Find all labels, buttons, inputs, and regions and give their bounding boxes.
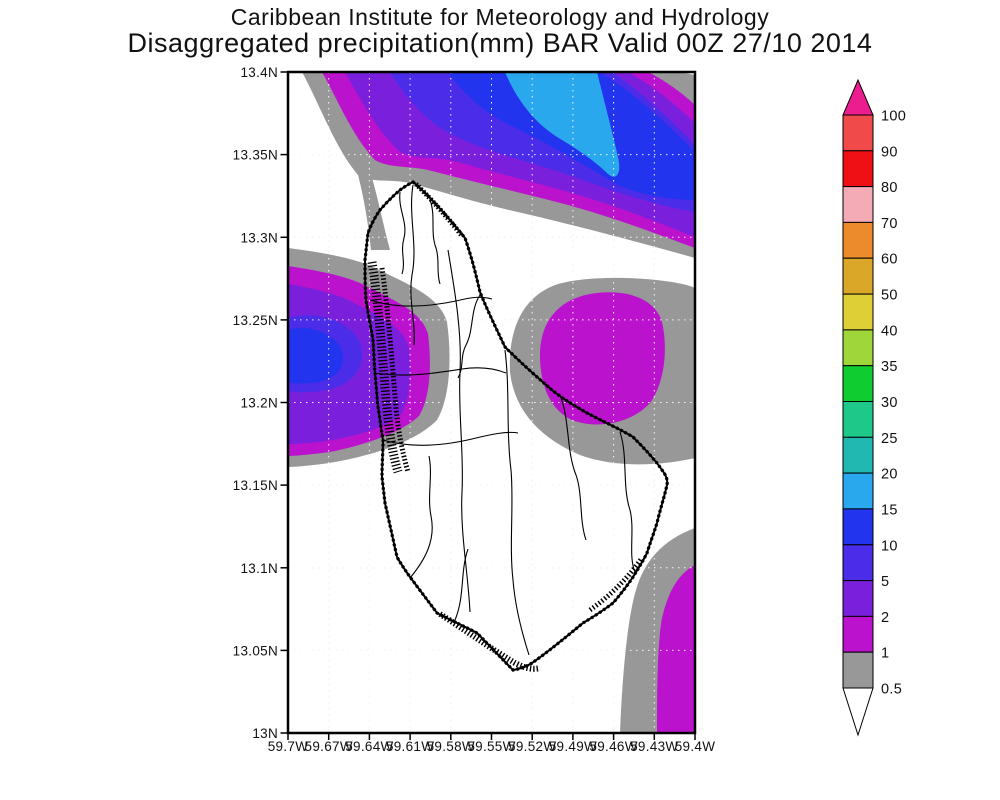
colorbar-tick-label: 15 xyxy=(881,502,898,518)
lat-tick-label: 13.1N xyxy=(240,561,278,576)
lon-tick-label: 59.49W xyxy=(549,739,597,754)
colorbar-arrow-top xyxy=(842,78,874,116)
colorbar-tick-label: 20 xyxy=(881,467,898,483)
grid-over xyxy=(288,72,695,733)
colorbar-segment xyxy=(842,615,874,653)
colorbar-segment xyxy=(842,257,874,295)
lon-tick-label: 59.46W xyxy=(589,739,637,754)
colorbar-tick-label: 100 xyxy=(881,109,906,125)
colorbar-tick-label: 90 xyxy=(881,144,898,160)
colorbar-segment xyxy=(842,580,874,617)
lon-tick-label: 59.52W xyxy=(508,739,556,754)
lon-tick-label: 59.43W xyxy=(630,739,678,754)
colorbar-tick-label: 2 xyxy=(881,610,889,626)
lon-tick-label: 59.64W xyxy=(345,739,393,754)
lat-tick-label: 13.15N xyxy=(233,478,278,493)
page-title: Caribbean Institute for Meteorology and … xyxy=(230,4,770,30)
colorbar-tick-label: 35 xyxy=(881,359,898,375)
colorbar-segment xyxy=(842,329,874,367)
west-blob-10 xyxy=(288,327,344,384)
colorbar-segment xyxy=(842,365,874,403)
colorbar-tick-label: 30 xyxy=(881,395,898,411)
colorbar: 100 90 80 70 60 50 40 35 30 25 20 15 10 … xyxy=(842,78,906,737)
corner-band-1 xyxy=(657,565,695,733)
colorbar-segment xyxy=(842,221,874,259)
northeast-coast-hatch xyxy=(414,182,464,238)
colorbar-tick-label: 25 xyxy=(881,431,898,447)
colorbar-segment xyxy=(842,401,874,438)
colorbar-tick-label: 80 xyxy=(881,180,898,196)
lon-tick-label: 59.4W xyxy=(675,739,716,754)
colorbar-segment xyxy=(842,544,874,582)
colorbar-tick-label: 40 xyxy=(881,323,898,339)
lon-tick-label: 59.7W xyxy=(268,739,309,754)
colorbar-segment xyxy=(842,114,874,152)
north-band-15 xyxy=(505,72,620,177)
lat-tick-label: 13.25N xyxy=(233,313,278,328)
lat-tick-label: 13.05N xyxy=(233,643,278,658)
colorbar-segment xyxy=(842,186,874,223)
lon-axis: 59.7W 59.67W 59.64W 59.61W 59.58W 59.55W… xyxy=(268,739,716,754)
lat-tick-label: 13N xyxy=(252,726,278,741)
colorbar-segment xyxy=(842,150,874,188)
colorbar-labels: 100 90 80 70 60 50 40 35 30 25 20 15 10 … xyxy=(881,109,906,698)
colorbar-segment xyxy=(842,508,874,546)
south-coast-hatch xyxy=(438,611,541,672)
lon-tick-label: 59.67W xyxy=(305,739,353,754)
colorbar-tick-label: 1 xyxy=(881,646,889,662)
colorbar-tick-label: 0.5 xyxy=(881,682,902,698)
southeast-coast-hatch xyxy=(588,556,645,613)
contour-fills xyxy=(288,72,695,733)
lon-tick-label: 59.61W xyxy=(386,739,434,754)
colorbar-tick-label: 10 xyxy=(881,538,898,554)
lat-tick-label: 13.2N xyxy=(240,396,278,411)
lat-tick-label: 13.3N xyxy=(240,230,278,245)
colorbar-segment xyxy=(842,651,874,689)
west-coast-hatch xyxy=(367,261,403,474)
west-coast-hatch-inner xyxy=(379,267,411,473)
lat-tick-label: 13.35N xyxy=(233,148,278,163)
colorbar-tick-label: 5 xyxy=(881,574,889,590)
island-barbados xyxy=(363,180,669,672)
page-subtitle: Disaggregated precipitation(mm) BAR Vali… xyxy=(127,28,873,58)
lon-tick-label: 59.55W xyxy=(467,739,515,754)
lat-axis: 13.4N 13.35N 13.3N 13.25N 13.2N 13.15N 1… xyxy=(233,65,278,741)
colorbar-segment xyxy=(842,293,874,331)
east-cell-1 xyxy=(540,292,665,425)
axis-ticks xyxy=(280,71,696,740)
colorbar-segment xyxy=(842,472,874,510)
colorbar-arrow-bottom xyxy=(842,687,874,737)
lat-tick-label: 13.4N xyxy=(240,65,278,80)
coastal-watershed-hatching xyxy=(367,182,645,672)
lon-tick-label: 59.58W xyxy=(427,739,475,754)
island-coastline-jagged-overlay xyxy=(363,180,669,672)
colorbar-tick-label: 60 xyxy=(881,252,898,268)
colorbar-segment xyxy=(842,436,874,474)
north-band-nw-coast-strip-0p5 xyxy=(358,174,390,250)
watershed-boundaries xyxy=(369,184,636,656)
colorbar-tick-label: 70 xyxy=(881,216,898,232)
colorbar-tick-label: 50 xyxy=(881,288,898,304)
